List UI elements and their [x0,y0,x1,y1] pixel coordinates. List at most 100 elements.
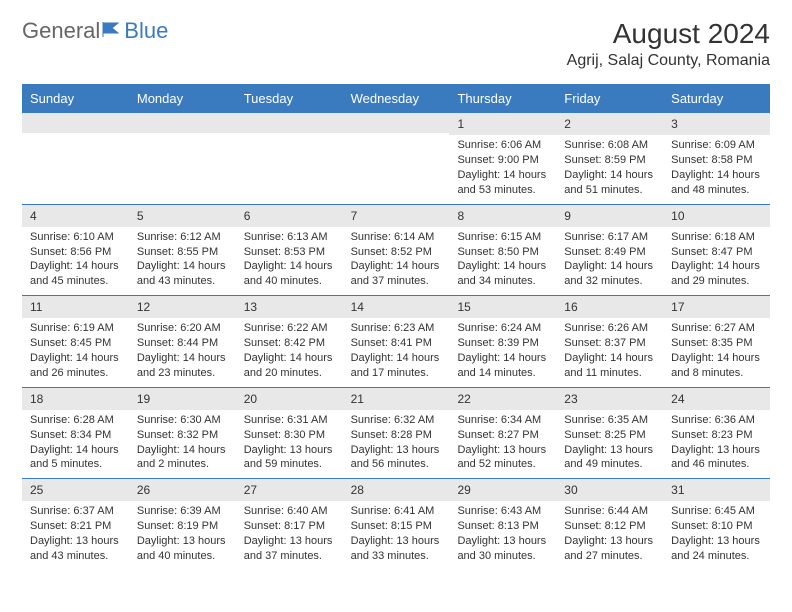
sunrise-text: Sunrise: 6:09 AM [671,138,762,153]
location: Agrij, Salaj County, Romania [567,52,770,70]
day-number [236,113,343,133]
day-cell: 9Sunrise: 6:17 AMSunset: 8:49 PMDaylight… [556,205,663,296]
day-body: Sunrise: 6:35 AMSunset: 8:25 PMDaylight:… [556,410,663,478]
day-of-week-cell: Saturday [663,85,770,112]
day-number: 1 [449,113,556,135]
sunset-text: Sunset: 8:49 PM [564,245,655,260]
day-number: 20 [236,388,343,410]
daylight-text: Daylight: 13 hours and 49 minutes. [564,443,655,473]
day-number: 16 [556,296,663,318]
day-number [22,113,129,133]
day-body: Sunrise: 6:41 AMSunset: 8:15 PMDaylight:… [343,501,450,569]
day-body: Sunrise: 6:10 AMSunset: 8:56 PMDaylight:… [22,227,129,295]
daylight-text: Daylight: 13 hours and 56 minutes. [351,443,442,473]
sunset-text: Sunset: 9:00 PM [457,153,548,168]
day-number: 12 [129,296,236,318]
day-of-week-cell: Friday [556,85,663,112]
day-cell: 24Sunrise: 6:36 AMSunset: 8:23 PMDayligh… [663,388,770,479]
day-body [343,133,450,142]
sunset-text: Sunset: 8:15 PM [351,519,442,534]
day-number [129,113,236,133]
daylight-text: Daylight: 13 hours and 52 minutes. [457,443,548,473]
day-number: 29 [449,479,556,501]
sunrise-text: Sunrise: 6:24 AM [457,321,548,336]
daylight-text: Daylight: 14 hours and 53 minutes. [457,168,548,198]
logo-text-general: General [22,18,100,44]
week-row: 18Sunrise: 6:28 AMSunset: 8:34 PMDayligh… [22,387,770,479]
logo: General Blue [22,18,168,44]
day-body: Sunrise: 6:23 AMSunset: 8:41 PMDaylight:… [343,318,450,386]
day-cell: 20Sunrise: 6:31 AMSunset: 8:30 PMDayligh… [236,388,343,479]
sunrise-text: Sunrise: 6:37 AM [30,504,121,519]
day-number: 13 [236,296,343,318]
sunrise-text: Sunrise: 6:31 AM [244,413,335,428]
day-cell: 13Sunrise: 6:22 AMSunset: 8:42 PMDayligh… [236,296,343,387]
sunrise-text: Sunrise: 6:19 AM [30,321,121,336]
day-cell: 25Sunrise: 6:37 AMSunset: 8:21 PMDayligh… [22,479,129,570]
day-body: Sunrise: 6:44 AMSunset: 8:12 PMDaylight:… [556,501,663,569]
daylight-text: Daylight: 14 hours and 43 minutes. [137,259,228,289]
day-body: Sunrise: 6:28 AMSunset: 8:34 PMDaylight:… [22,410,129,478]
day-of-week-header: SundayMondayTuesdayWednesdayThursdayFrid… [22,85,770,112]
month-title: August 2024 [567,18,770,50]
sunset-text: Sunset: 8:32 PM [137,428,228,443]
day-number: 9 [556,205,663,227]
daylight-text: Daylight: 14 hours and 14 minutes. [457,351,548,381]
day-body [22,133,129,142]
sunset-text: Sunset: 8:23 PM [671,428,762,443]
day-cell: 11Sunrise: 6:19 AMSunset: 8:45 PMDayligh… [22,296,129,387]
daylight-text: Daylight: 13 hours and 59 minutes. [244,443,335,473]
daylight-text: Daylight: 13 hours and 30 minutes. [457,534,548,564]
day-number: 10 [663,205,770,227]
day-cell: 4Sunrise: 6:10 AMSunset: 8:56 PMDaylight… [22,205,129,296]
day-body: Sunrise: 6:40 AMSunset: 8:17 PMDaylight:… [236,501,343,569]
sunset-text: Sunset: 8:44 PM [137,336,228,351]
sunrise-text: Sunrise: 6:32 AM [351,413,442,428]
day-body: Sunrise: 6:14 AMSunset: 8:52 PMDaylight:… [343,227,450,295]
day-body: Sunrise: 6:36 AMSunset: 8:23 PMDaylight:… [663,410,770,478]
day-number: 31 [663,479,770,501]
day-number: 6 [236,205,343,227]
day-number: 17 [663,296,770,318]
day-body: Sunrise: 6:20 AMSunset: 8:44 PMDaylight:… [129,318,236,386]
day-number: 11 [22,296,129,318]
day-number: 4 [22,205,129,227]
day-body: Sunrise: 6:34 AMSunset: 8:27 PMDaylight:… [449,410,556,478]
daylight-text: Daylight: 14 hours and 40 minutes. [244,259,335,289]
day-body: Sunrise: 6:18 AMSunset: 8:47 PMDaylight:… [663,227,770,295]
day-body: Sunrise: 6:30 AMSunset: 8:32 PMDaylight:… [129,410,236,478]
day-cell: 22Sunrise: 6:34 AMSunset: 8:27 PMDayligh… [449,388,556,479]
day-number: 14 [343,296,450,318]
sunset-text: Sunset: 8:47 PM [671,245,762,260]
sunrise-text: Sunrise: 6:08 AM [564,138,655,153]
logo-flag-icon [102,18,122,44]
sunset-text: Sunset: 8:53 PM [244,245,335,260]
week-row: 1Sunrise: 6:06 AMSunset: 9:00 PMDaylight… [22,112,770,204]
day-number: 19 [129,388,236,410]
sunrise-text: Sunrise: 6:43 AM [457,504,548,519]
sunrise-text: Sunrise: 6:27 AM [671,321,762,336]
sunset-text: Sunset: 8:55 PM [137,245,228,260]
day-body: Sunrise: 6:31 AMSunset: 8:30 PMDaylight:… [236,410,343,478]
daylight-text: Daylight: 13 hours and 43 minutes. [30,534,121,564]
sunrise-text: Sunrise: 6:45 AM [671,504,762,519]
daylight-text: Daylight: 14 hours and 26 minutes. [30,351,121,381]
day-cell: 28Sunrise: 6:41 AMSunset: 8:15 PMDayligh… [343,479,450,570]
day-number: 18 [22,388,129,410]
sunrise-text: Sunrise: 6:28 AM [30,413,121,428]
sunrise-text: Sunrise: 6:10 AM [30,230,121,245]
title-block: August 2024 Agrij, Salaj County, Romania [567,18,770,70]
daylight-text: Daylight: 14 hours and 51 minutes. [564,168,655,198]
header: General Blue August 2024 Agrij, Salaj Co… [22,18,770,70]
daylight-text: Daylight: 13 hours and 40 minutes. [137,534,228,564]
sunrise-text: Sunrise: 6:36 AM [671,413,762,428]
day-number: 8 [449,205,556,227]
sunrise-text: Sunrise: 6:13 AM [244,230,335,245]
day-cell: 10Sunrise: 6:18 AMSunset: 8:47 PMDayligh… [663,205,770,296]
day-number: 26 [129,479,236,501]
day-cell: 7Sunrise: 6:14 AMSunset: 8:52 PMDaylight… [343,205,450,296]
sunset-text: Sunset: 8:52 PM [351,245,442,260]
daylight-text: Daylight: 14 hours and 23 minutes. [137,351,228,381]
day-cell: 17Sunrise: 6:27 AMSunset: 8:35 PMDayligh… [663,296,770,387]
week-row: 25Sunrise: 6:37 AMSunset: 8:21 PMDayligh… [22,478,770,570]
